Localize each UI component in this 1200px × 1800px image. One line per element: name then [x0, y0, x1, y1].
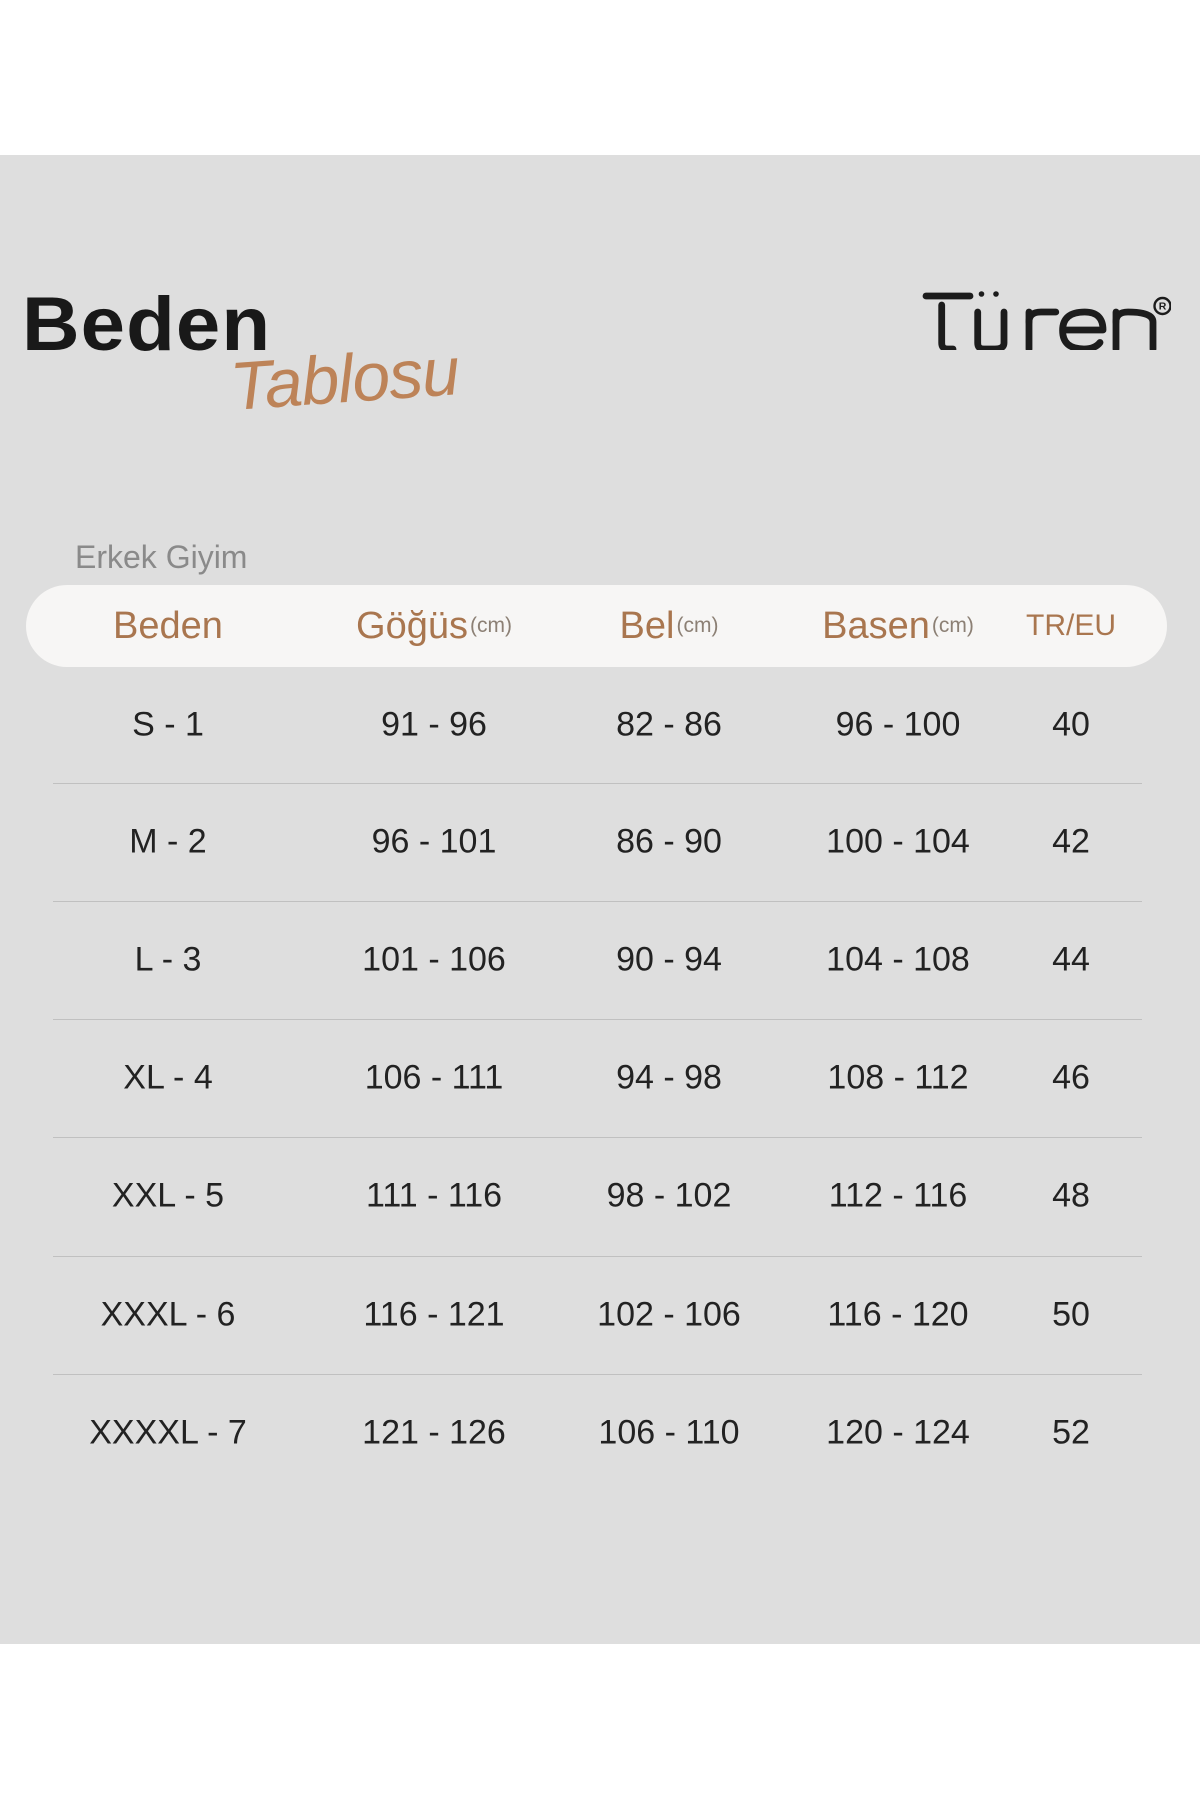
- svg-text:R: R: [1159, 301, 1167, 313]
- svg-text:Tablosu: Tablosu: [232, 333, 461, 425]
